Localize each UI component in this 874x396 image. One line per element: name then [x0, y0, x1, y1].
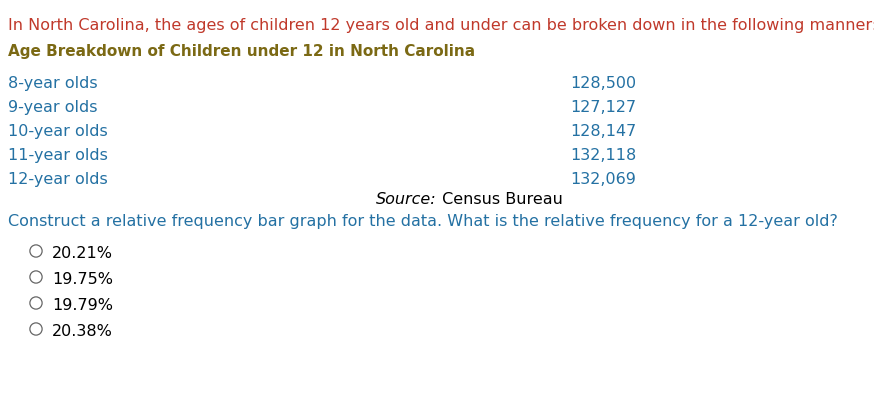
Text: 20.21%: 20.21%	[52, 246, 113, 261]
Text: 19.79%: 19.79%	[52, 298, 113, 313]
Text: Construct a relative frequency bar graph for the data. What is the relative freq: Construct a relative frequency bar graph…	[8, 214, 838, 229]
Text: 9-year olds: 9-year olds	[8, 100, 98, 115]
Text: 10-year olds: 10-year olds	[8, 124, 108, 139]
Text: 8-year olds: 8-year olds	[8, 76, 98, 91]
Text: 12-year olds: 12-year olds	[8, 172, 108, 187]
Text: 128,500: 128,500	[570, 76, 636, 91]
Text: Age Breakdown of Children under 12 in North Carolina: Age Breakdown of Children under 12 in No…	[8, 44, 475, 59]
Text: Source:: Source:	[377, 192, 437, 207]
Text: 132,069: 132,069	[570, 172, 636, 187]
Text: In North Carolina, the ages of children 12 years old and under can be broken dow: In North Carolina, the ages of children …	[8, 18, 874, 33]
Text: Census Bureau: Census Bureau	[437, 192, 563, 207]
Text: 132,118: 132,118	[570, 148, 636, 163]
Text: 20.38%: 20.38%	[52, 324, 113, 339]
Text: 19.75%: 19.75%	[52, 272, 113, 287]
Text: 127,127: 127,127	[570, 100, 636, 115]
Text: 11-year olds: 11-year olds	[8, 148, 108, 163]
Text: 128,147: 128,147	[570, 124, 636, 139]
